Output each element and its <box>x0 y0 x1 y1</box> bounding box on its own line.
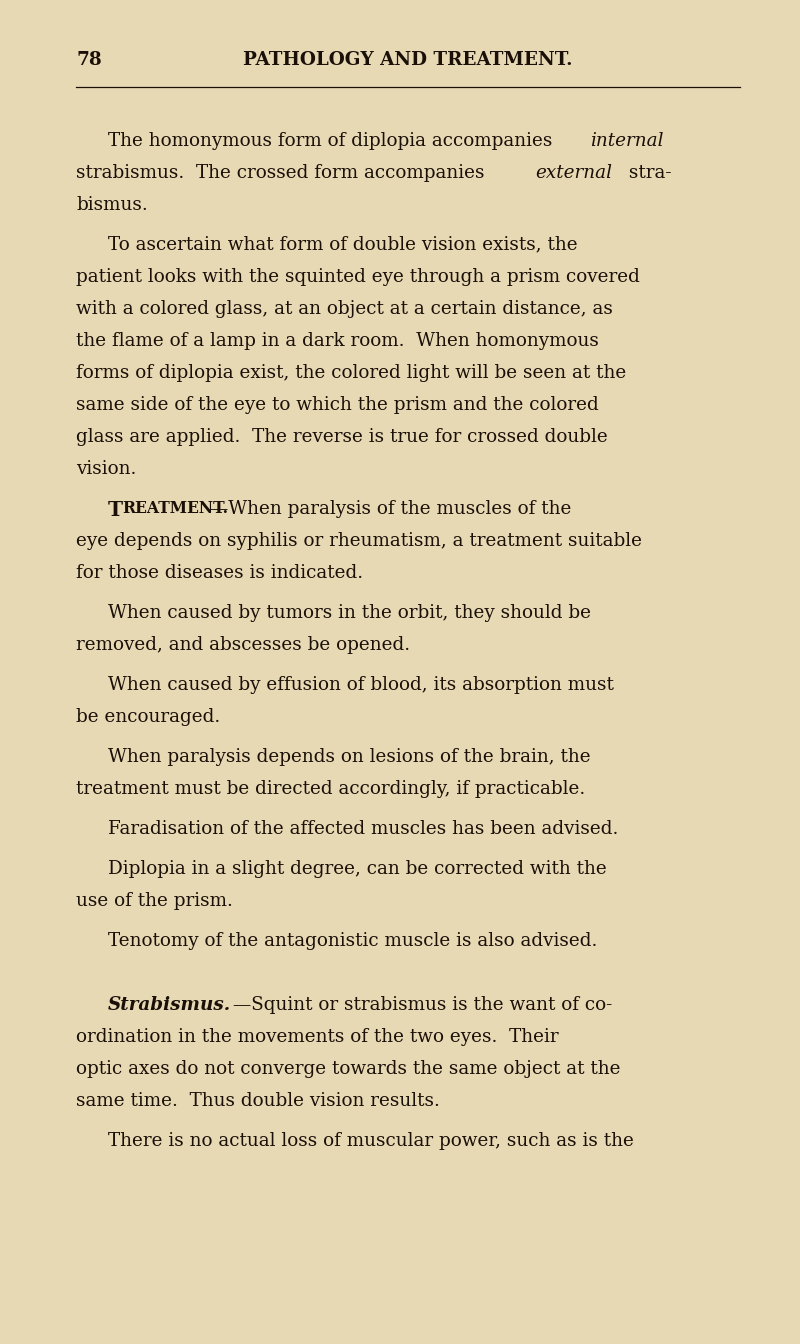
Text: vision.: vision. <box>76 460 136 477</box>
Text: optic axes do not converge towards the same object at the: optic axes do not converge towards the s… <box>76 1060 621 1078</box>
Text: removed, and abscesses be opened.: removed, and abscesses be opened. <box>76 636 410 653</box>
Text: —When paralysis of the muscles of the: —When paralysis of the muscles of the <box>210 500 571 517</box>
Text: T: T <box>108 500 123 520</box>
Text: ordination in the movements of the two eyes.  Their: ordination in the movements of the two e… <box>76 1028 558 1046</box>
Text: When paralysis depends on lesions of the brain, the: When paralysis depends on lesions of the… <box>108 747 590 766</box>
Text: forms of diplopia exist, the colored light will be seen at the: forms of diplopia exist, the colored lig… <box>76 364 626 382</box>
Text: —Squint or strabismus is the want of co-: —Squint or strabismus is the want of co- <box>234 996 613 1013</box>
Text: patient looks with the squinted eye through a prism covered: patient looks with the squinted eye thro… <box>76 267 640 286</box>
Text: Tenotomy of the antagonistic muscle is also advised.: Tenotomy of the antagonistic muscle is a… <box>108 931 598 950</box>
Text: for those diseases is indicated.: for those diseases is indicated. <box>76 563 363 582</box>
Text: Strabismus.: Strabismus. <box>108 996 231 1013</box>
Text: REATMENT.: REATMENT. <box>122 500 229 516</box>
Text: same time.  Thus double vision results.: same time. Thus double vision results. <box>76 1091 440 1110</box>
Text: When caused by effusion of blood, its absorption must: When caused by effusion of blood, its ab… <box>108 676 614 694</box>
Text: same side of the eye to which the prism and the colored: same side of the eye to which the prism … <box>76 395 598 414</box>
Text: treatment must be directed accordingly, if practicable.: treatment must be directed accordingly, … <box>76 780 586 798</box>
Text: strabismus.  The crossed form accompanies: strabismus. The crossed form accompanies <box>76 164 490 181</box>
Text: the flame of a lamp in a dark room.  When homonymous: the flame of a lamp in a dark room. When… <box>76 332 599 349</box>
Text: To ascertain what form of double vision exists, the: To ascertain what form of double vision … <box>108 235 578 254</box>
Text: eye depends on syphilis or rheumatism, a treatment suitable: eye depends on syphilis or rheumatism, a… <box>76 532 642 550</box>
Text: internal: internal <box>590 132 663 149</box>
Text: use of the prism.: use of the prism. <box>76 892 233 910</box>
Text: bismus.: bismus. <box>76 196 148 214</box>
Text: Faradisation of the affected muscles has been advised.: Faradisation of the affected muscles has… <box>108 820 618 837</box>
Text: PATHOLOGY AND TREATMENT.: PATHOLOGY AND TREATMENT. <box>243 51 573 69</box>
Text: 78: 78 <box>76 51 102 69</box>
Text: The homonymous form of diplopia accompanies: The homonymous form of diplopia accompan… <box>108 132 558 149</box>
Text: be encouraged.: be encouraged. <box>76 708 220 726</box>
Text: When caused by tumors in the orbit, they should be: When caused by tumors in the orbit, they… <box>108 603 591 622</box>
Text: external: external <box>536 164 613 181</box>
Text: stra-: stra- <box>623 164 672 181</box>
Text: with a colored glass, at an object at a certain distance, as: with a colored glass, at an object at a … <box>76 300 613 317</box>
Text: Diplopia in a slight degree, can be corrected with the: Diplopia in a slight degree, can be corr… <box>108 860 606 878</box>
Text: There is no actual loss of muscular power, such as is the: There is no actual loss of muscular powe… <box>108 1132 634 1150</box>
Text: glass are applied.  The reverse is true for crossed double: glass are applied. The reverse is true f… <box>76 427 608 446</box>
